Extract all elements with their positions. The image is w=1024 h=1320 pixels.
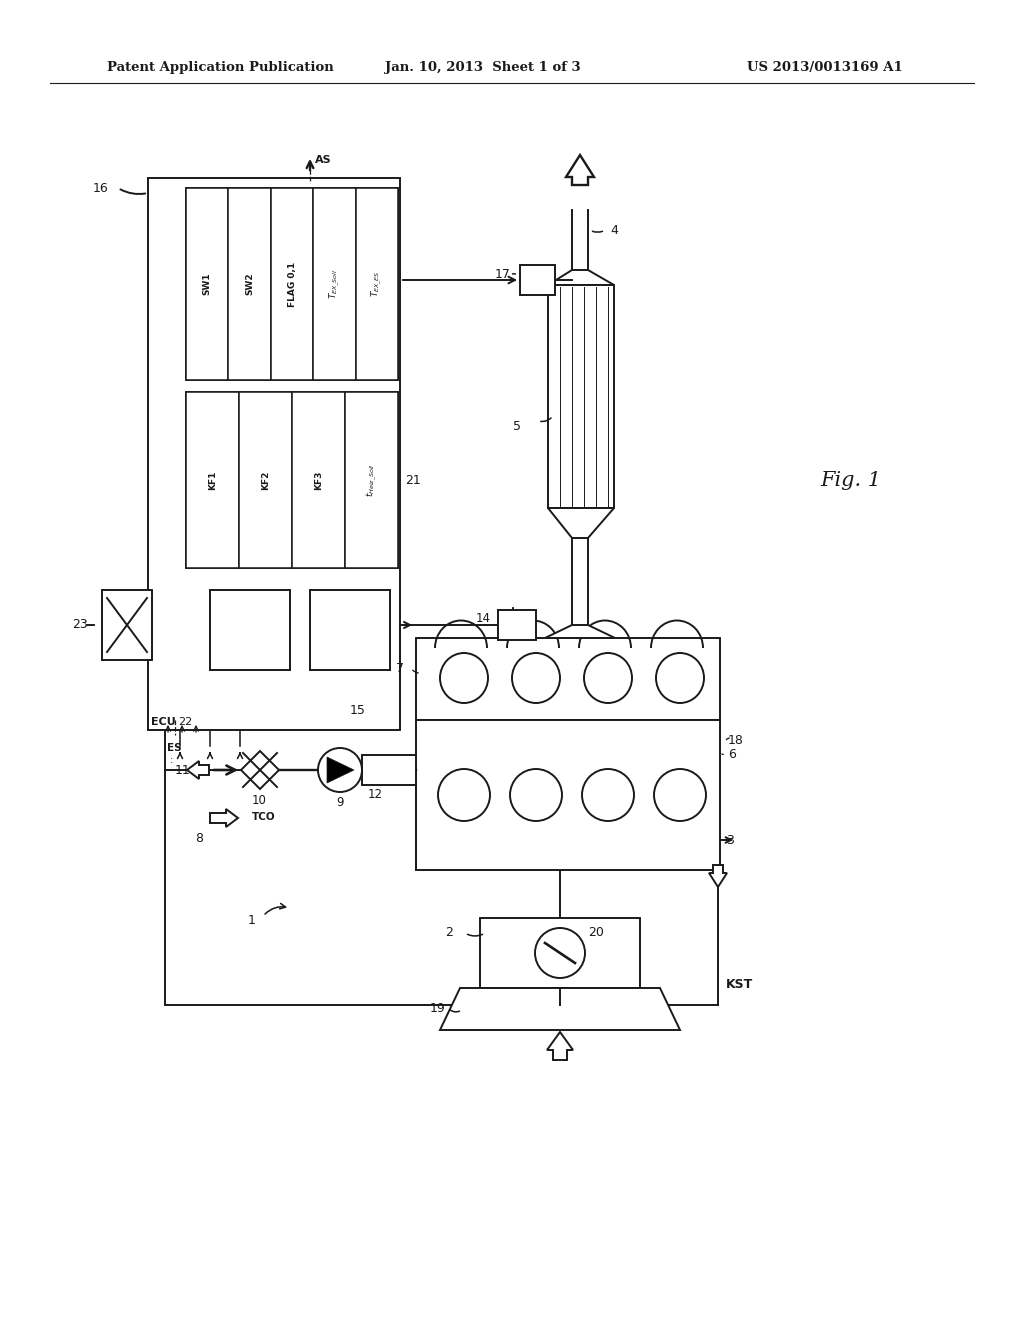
Circle shape [510, 770, 562, 821]
FancyArrow shape [566, 154, 594, 185]
Text: ECU: ECU [151, 717, 176, 727]
Text: 6: 6 [728, 747, 736, 760]
Text: US 2013/0013169 A1: US 2013/0013169 A1 [746, 61, 903, 74]
Bar [310, 590, 390, 671]
Text: 8: 8 [195, 832, 203, 845]
Text: 19: 19 [430, 1002, 445, 1015]
Bar [148, 178, 400, 730]
Bar [355, 187, 398, 380]
Text: $T_{EX\_ES}$: $T_{EX\_ES}$ [370, 271, 384, 297]
Text: ES: ES [167, 743, 181, 752]
Text: Fig. 1: Fig. 1 [820, 470, 881, 490]
Text: 16: 16 [93, 181, 109, 194]
Polygon shape [241, 751, 279, 789]
Bar [186, 187, 228, 380]
Text: Jan. 10, 2013  Sheet 1 of 3: Jan. 10, 2013 Sheet 1 of 3 [385, 61, 581, 74]
FancyArrow shape [210, 809, 238, 828]
Text: 9: 9 [336, 796, 343, 809]
Text: 12: 12 [368, 788, 383, 801]
Text: 3: 3 [726, 833, 734, 846]
Ellipse shape [512, 653, 560, 704]
FancyArrow shape [187, 762, 209, 779]
Polygon shape [440, 987, 680, 1030]
Bar [313, 187, 355, 380]
Text: 14: 14 [476, 611, 490, 624]
Text: $T_{EX\_Soll}$: $T_{EX\_Soll}$ [327, 269, 342, 300]
Polygon shape [545, 624, 615, 638]
Text: 18: 18 [728, 734, 743, 747]
Text: KF2: KF2 [261, 470, 270, 490]
Bar [548, 285, 614, 508]
Bar [186, 392, 398, 568]
Text: 5: 5 [513, 420, 521, 433]
Bar [210, 590, 290, 671]
Bar [362, 755, 416, 785]
Text: 4: 4 [610, 223, 617, 236]
Bar [480, 917, 640, 987]
Text: AS: AS [315, 154, 332, 165]
Polygon shape [548, 508, 614, 539]
Bar [228, 187, 270, 380]
Circle shape [582, 770, 634, 821]
Text: 22: 22 [178, 717, 193, 727]
Bar [416, 638, 720, 719]
Text: 1: 1 [248, 913, 256, 927]
Text: 20: 20 [588, 927, 604, 940]
Bar [186, 392, 239, 568]
Bar [416, 719, 720, 870]
Text: SW2: SW2 [245, 273, 254, 296]
Text: KF1: KF1 [208, 470, 217, 490]
Circle shape [318, 748, 362, 792]
Ellipse shape [656, 653, 705, 704]
Bar [270, 187, 313, 380]
Text: FLAG 0,1: FLAG 0,1 [288, 261, 297, 306]
Text: 17: 17 [495, 268, 511, 281]
Bar [239, 392, 292, 568]
Text: 15: 15 [350, 704, 366, 717]
Text: KF3: KF3 [314, 470, 323, 490]
Bar [292, 392, 345, 568]
Text: $t_{Heiz\_Soll}$: $t_{Heiz\_Soll}$ [365, 463, 379, 496]
Circle shape [438, 770, 490, 821]
Text: 10: 10 [252, 795, 267, 808]
Circle shape [654, 770, 706, 821]
Bar [345, 392, 398, 568]
Text: 2: 2 [445, 927, 453, 940]
Bar [186, 187, 398, 380]
Bar [520, 265, 555, 294]
Text: SW1: SW1 [203, 273, 212, 296]
Polygon shape [548, 271, 614, 285]
Ellipse shape [584, 653, 632, 704]
Text: 11: 11 [175, 763, 190, 776]
Text: :: : [170, 755, 173, 766]
FancyArrow shape [547, 1032, 573, 1060]
Bar [498, 610, 536, 640]
Ellipse shape [440, 653, 488, 704]
Text: 13: 13 [500, 612, 513, 623]
Text: 7: 7 [396, 661, 404, 675]
Circle shape [535, 928, 585, 978]
Text: KST: KST [726, 978, 754, 991]
Polygon shape [327, 756, 354, 783]
Bar [102, 590, 152, 660]
FancyArrow shape [709, 865, 727, 887]
Text: 21: 21 [406, 474, 421, 487]
Text: TCO: TCO [252, 812, 275, 822]
Text: 23: 23 [72, 619, 88, 631]
Text: Patent Application Publication: Patent Application Publication [106, 61, 334, 74]
